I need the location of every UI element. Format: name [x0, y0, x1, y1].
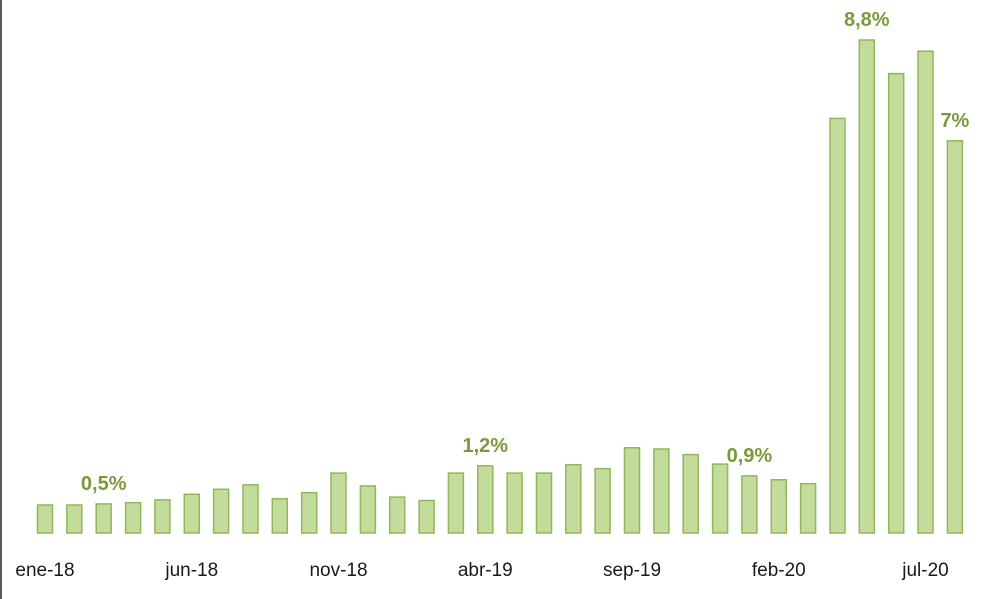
bar-feb-18 [66, 504, 83, 534]
bar-ene-20 [741, 475, 758, 534]
bars-group [36, 39, 964, 534]
data-label: 1,2% [463, 435, 509, 457]
x-tick-label: jul-20 [901, 560, 948, 581]
bar-oct-18 [300, 491, 318, 534]
bar-sep-19 [623, 447, 641, 534]
bar-ago-18 [242, 484, 259, 534]
x-tick-label: sep-19 [603, 560, 661, 581]
bar-feb-19 [418, 499, 435, 534]
bar-jun-19 [535, 472, 553, 534]
data-label: 0,9% [727, 445, 773, 467]
x-tick-label: ene-18 [15, 560, 74, 581]
bar-jul-20 [917, 50, 934, 534]
bar-ago-19 [594, 467, 611, 534]
x-tick-labels: ene-18 jun-18 nov-18 abr-19 sep-19 feb-20 jul-… [15, 560, 948, 581]
data-labels: 0,5% 1,2% 0,9% 8,8% 7% [81, 9, 970, 495]
bar-mar-19 [447, 472, 465, 534]
bar-oct-19 [653, 448, 670, 534]
data-label: 7% [940, 110, 969, 132]
x-tick-label: abr-19 [458, 560, 513, 581]
bar-ene-19 [388, 496, 406, 534]
bar-nov-19 [682, 453, 699, 534]
bar-may-20 [858, 39, 876, 534]
bar-abr-19 [477, 465, 494, 534]
bar-feb-20 [770, 479, 788, 534]
bar-mar-20 [799, 482, 817, 534]
x-tick-label: jun-18 [164, 560, 218, 581]
bar-ene-18 [36, 504, 54, 534]
x-tick-label: feb-20 [752, 560, 806, 581]
bar-jun-20 [887, 72, 905, 534]
data-label: 0,5% [81, 473, 127, 495]
bar-mar-18 [95, 503, 112, 534]
bar-nov-18 [330, 472, 347, 534]
bar-dic-18 [359, 485, 377, 534]
bar-abr-18 [124, 501, 142, 534]
bar-sep-18 [271, 498, 289, 534]
bar-jul-19 [565, 463, 582, 534]
bar-jun-18 [183, 493, 201, 534]
bar-ago-20 [946, 140, 964, 534]
bar-jul-18 [212, 488, 230, 534]
bar-may-19 [506, 472, 523, 534]
bar-abr-20 [829, 117, 846, 534]
data-label: 8,8% [844, 9, 890, 31]
bar-dic-19 [711, 463, 729, 534]
bar-may-18 [154, 499, 171, 534]
x-tick-label: nov-18 [309, 560, 367, 581]
